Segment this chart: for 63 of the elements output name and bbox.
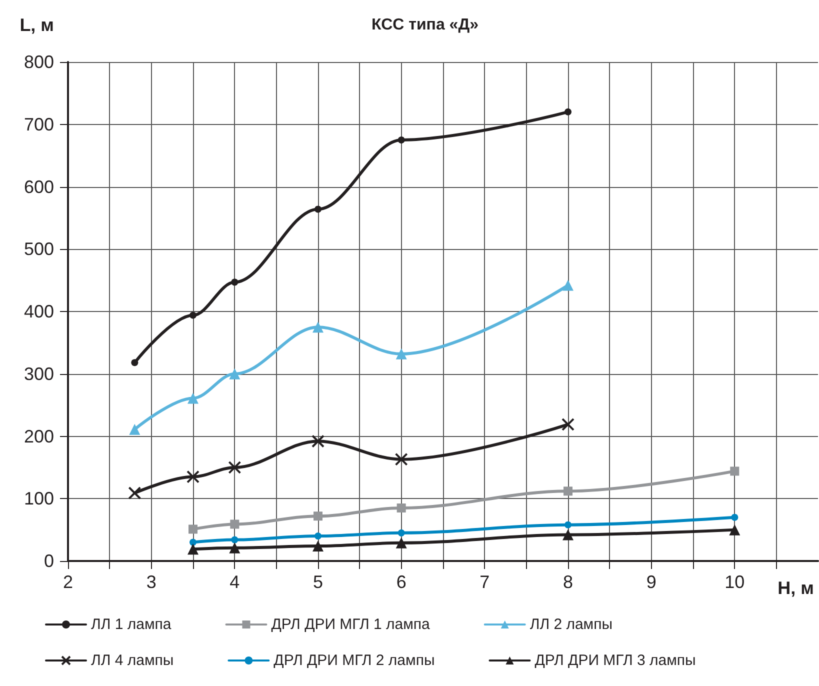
chart-title: КСС типа «Д»: [372, 16, 479, 34]
y-tick-label: 800: [24, 52, 54, 72]
y-tick-label: 400: [24, 302, 54, 322]
legend-label: ДРЛ ДРИ МГЛ 3 лампы: [534, 652, 696, 669]
x-tick-label: 3: [146, 572, 156, 592]
point: [564, 108, 572, 116]
x-tick-label: 2: [62, 572, 74, 592]
point: [562, 418, 574, 431]
legend-label: ЛЛ 2 лампы: [530, 616, 613, 633]
point: [228, 460, 242, 474]
x-tick-label: 9: [646, 572, 656, 592]
x-tick-label: 4: [230, 572, 240, 592]
y-tick-label: 700: [24, 114, 54, 134]
point: [231, 278, 238, 286]
point: [188, 524, 198, 534]
y-tick-label: 100: [24, 488, 54, 509]
point: [229, 368, 240, 380]
point: [730, 466, 740, 476]
point: [398, 529, 405, 536]
point: [562, 280, 574, 291]
y-tick-label: 200: [24, 426, 54, 446]
point: [564, 486, 572, 496]
point: [186, 470, 200, 484]
point: [396, 503, 406, 512]
point: [398, 136, 405, 144]
legend-label: ЛЛ 4 лампы: [91, 652, 174, 669]
y-tick-label: 600: [24, 176, 54, 197]
y-tick-label: 0: [44, 551, 54, 571]
point: [312, 540, 324, 552]
y-tick-label: 500: [24, 239, 54, 260]
point: [729, 524, 740, 536]
x-axis-title: H, м: [778, 578, 814, 598]
y-tick-label: 300: [24, 364, 54, 384]
point: [312, 322, 324, 333]
x-tick-label: 10: [724, 572, 745, 592]
point: [229, 542, 240, 554]
point: [562, 529, 574, 540]
point: [394, 452, 408, 466]
legend-label: ЛЛ 1 лампа: [91, 616, 172, 633]
point: [190, 312, 196, 319]
point: [188, 544, 198, 555]
point: [128, 486, 142, 500]
point: [188, 392, 198, 404]
point: [190, 538, 196, 546]
point: [564, 521, 572, 528]
legend-label: ДРЛ ДРИ МГЛ 2 лампы: [274, 652, 435, 669]
point: [396, 348, 407, 360]
x-tick-label: 8: [562, 572, 574, 592]
point: [129, 424, 140, 435]
x-tick-label: 5: [312, 572, 324, 592]
point: [314, 206, 322, 213]
point: [396, 537, 407, 548]
point: [314, 512, 322, 521]
point: [314, 532, 322, 540]
point: [231, 536, 238, 544]
x-tick-label: 6: [396, 572, 406, 592]
point: [312, 434, 324, 448]
y-axis-title: L, м: [20, 15, 54, 35]
point: [131, 359, 138, 366]
x-tick-label: 7: [480, 572, 490, 592]
point: [230, 520, 240, 529]
legend-label: ДРЛ ДРИ МГЛ 1 лампа: [271, 616, 431, 633]
point: [731, 514, 738, 521]
